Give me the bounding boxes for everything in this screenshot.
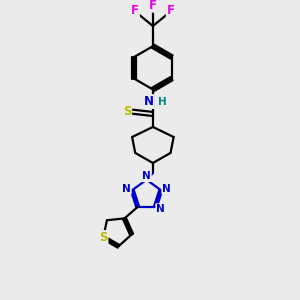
- Text: N: N: [144, 95, 154, 108]
- Text: S: S: [99, 231, 107, 244]
- Text: N: N: [162, 184, 171, 194]
- Text: N: N: [156, 204, 165, 214]
- Text: F: F: [167, 4, 175, 16]
- Text: H: H: [158, 97, 167, 107]
- Text: S: S: [123, 105, 131, 118]
- Text: F: F: [149, 0, 157, 12]
- Text: N: N: [142, 171, 151, 181]
- Text: F: F: [131, 4, 139, 16]
- Text: N: N: [122, 184, 131, 194]
